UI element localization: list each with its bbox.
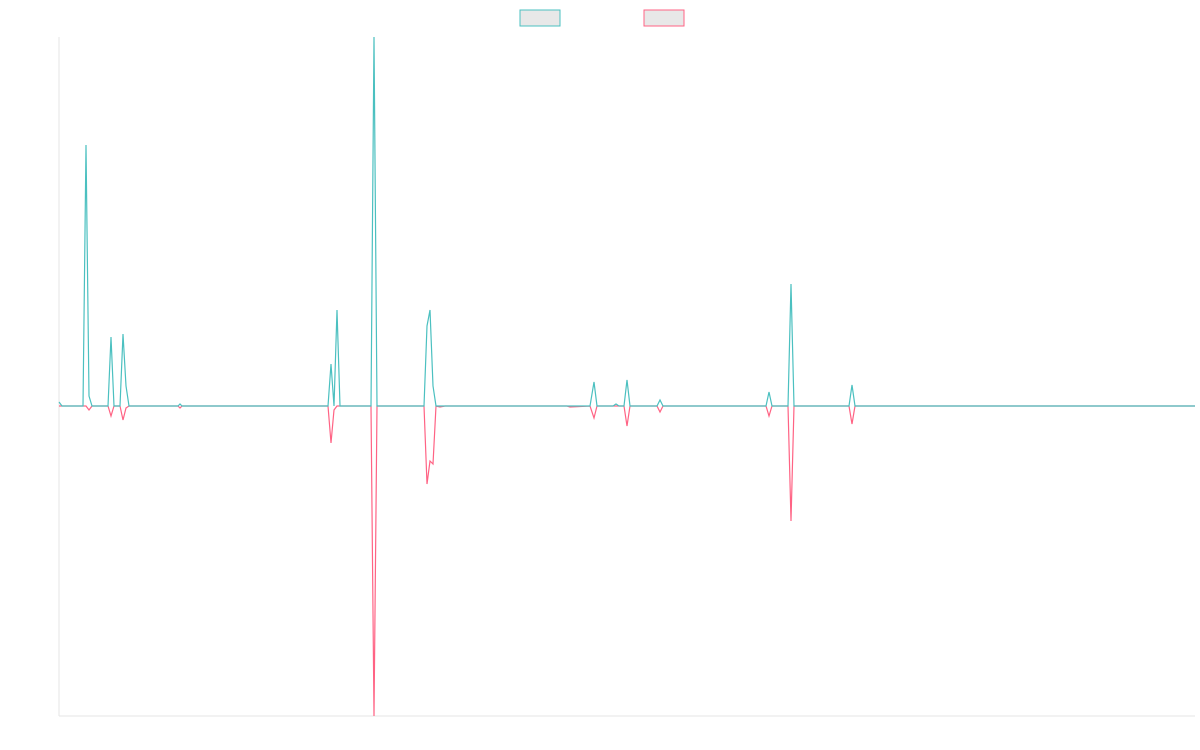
legend-swatch[interactable] (643, 9, 685, 27)
line-series (58, 36, 1195, 407)
line-series (59, 405, 1195, 717)
legend-swatch[interactable] (519, 9, 561, 27)
